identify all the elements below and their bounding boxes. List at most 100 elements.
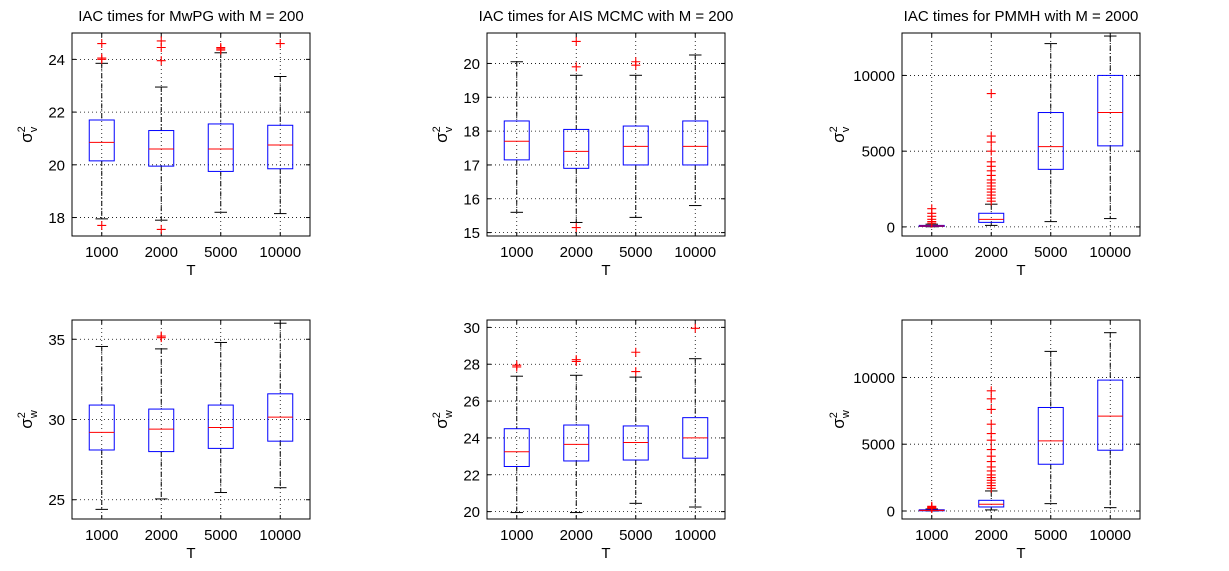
panel-3: 0 5000 10000 1000 2000 5000 10000 IAC times for… <box>828 8 1141 279</box>
y-tick-label: 5000 <box>862 437 895 454</box>
axes-frame <box>71 32 311 237</box>
y-tick-label: 18 <box>48 210 65 227</box>
box-rect <box>978 499 1005 508</box>
box-5000 <box>622 57 649 218</box>
x-tick-label: 5000 <box>619 244 652 261</box>
y-tick-label: 20 <box>48 157 65 174</box>
box-10000 <box>682 323 709 508</box>
box-rect <box>1037 112 1064 170</box>
box-rect <box>207 123 234 172</box>
y-tick-label: 20 <box>463 504 480 521</box>
outlier-point <box>97 53 107 63</box>
outlier-point <box>986 419 996 429</box>
outlier-point <box>275 39 285 49</box>
box-rect <box>622 125 649 166</box>
box-5000 <box>207 43 234 213</box>
y-axis-label: σ2v <box>828 126 852 143</box>
box-2000 <box>148 331 175 500</box>
box-2000 <box>978 89 1005 226</box>
box-rect <box>148 408 175 453</box>
box-rect <box>88 404 115 451</box>
box-1000 <box>918 501 945 513</box>
box-1000 <box>88 345 115 510</box>
box-1000 <box>88 39 115 230</box>
outlier-point <box>97 39 107 49</box>
panel-1: 18 20 22 24 1000 2000 5000 10000 IAC times for M… <box>16 8 311 279</box>
x-tick-label: 5000 <box>1034 527 1067 544</box>
box-rect <box>503 120 530 161</box>
box-5000 <box>207 341 234 494</box>
box-rect <box>563 424 590 462</box>
y-tick-label: 22 <box>48 105 65 122</box>
outlier-point <box>986 404 996 414</box>
x-axis-label: T <box>1016 262 1025 279</box>
x-axis-label: T <box>601 545 610 562</box>
y-axis-label-symbol: σ <box>432 132 451 143</box>
axes-frame <box>71 319 311 520</box>
panel-2: 15 16 17 18 19 20 1000 2000 5000 10000 IAC times f… <box>431 8 733 279</box>
y-tick-label: 30 <box>48 412 65 429</box>
x-tick-label: 2000 <box>560 527 593 544</box>
box-rect <box>563 128 590 169</box>
y-tick-label: 18 <box>463 124 480 141</box>
outlier-point <box>156 224 166 234</box>
chart-title: IAC times for MwPG with M = 200 <box>78 8 303 25</box>
outlier-point <box>986 157 996 167</box>
chart-title: IAC times for AIS MCMC with M = 200 <box>479 8 734 25</box>
axes-frame <box>901 32 1141 237</box>
x-tick-label: 2000 <box>560 244 593 261</box>
x-tick-label: 1000 <box>500 244 533 261</box>
x-tick-label: 1000 <box>85 527 118 544</box>
box-rect <box>148 130 175 167</box>
box-1000 <box>503 61 530 213</box>
x-axis-label: T <box>601 262 610 279</box>
x-tick-label: 10000 <box>1089 527 1131 544</box>
box-rect <box>1097 379 1124 451</box>
y-axis-label-subscript: v <box>28 126 40 132</box>
y-axis-label-superscript: 2 <box>16 412 28 418</box>
y-axis-label-superscript: 2 <box>828 126 840 132</box>
x-tick-label: 2000 <box>145 527 178 544</box>
x-tick-label: 1000 <box>85 244 118 261</box>
y-axis-label-subscript: v <box>443 126 455 132</box>
x-tick-label: 1000 <box>915 527 948 544</box>
y-axis-label-symbol: σ <box>17 418 36 429</box>
y-axis-label-symbol: σ <box>829 418 848 429</box>
y-tick-label: 10000 <box>853 68 895 85</box>
outlier-point <box>986 131 996 141</box>
y-tick-label: 20 <box>463 56 480 73</box>
x-tick-label: 5000 <box>204 527 237 544</box>
box-1000 <box>918 204 945 228</box>
axes-frame <box>486 32 726 237</box>
y-axis-label-symbol: σ <box>17 132 36 143</box>
outlier-point <box>571 355 581 365</box>
y-axis-label-subscript: w <box>28 410 40 419</box>
y-axis-label-subscript: w <box>840 410 852 419</box>
outlier-point <box>512 360 522 370</box>
axes-frame <box>901 319 1141 520</box>
box-rect <box>682 120 709 166</box>
outlier-point <box>927 204 937 214</box>
box-2000 <box>148 36 175 234</box>
y-tick-label: 28 <box>463 357 480 374</box>
y-tick-label: 0 <box>887 503 895 520</box>
outlier-point <box>631 57 641 67</box>
box-rect <box>978 212 1005 223</box>
x-axis-label: T <box>186 545 195 562</box>
x-axis-label: T <box>1016 545 1025 562</box>
outlier-point <box>156 36 166 46</box>
y-axis-label-subscript: w <box>443 410 455 419</box>
y-tick-label: 19 <box>463 90 480 107</box>
outlier-point <box>97 220 107 230</box>
y-axis-label: σ2w <box>431 410 455 429</box>
box-10000 <box>267 322 294 489</box>
x-tick-label: 2000 <box>145 244 178 261</box>
y-axis-label: σ2w <box>16 410 40 429</box>
x-tick-label: 1000 <box>915 244 948 261</box>
y-tick-label: 35 <box>48 332 65 349</box>
box-10000 <box>682 54 709 207</box>
box-rect <box>1037 406 1064 465</box>
